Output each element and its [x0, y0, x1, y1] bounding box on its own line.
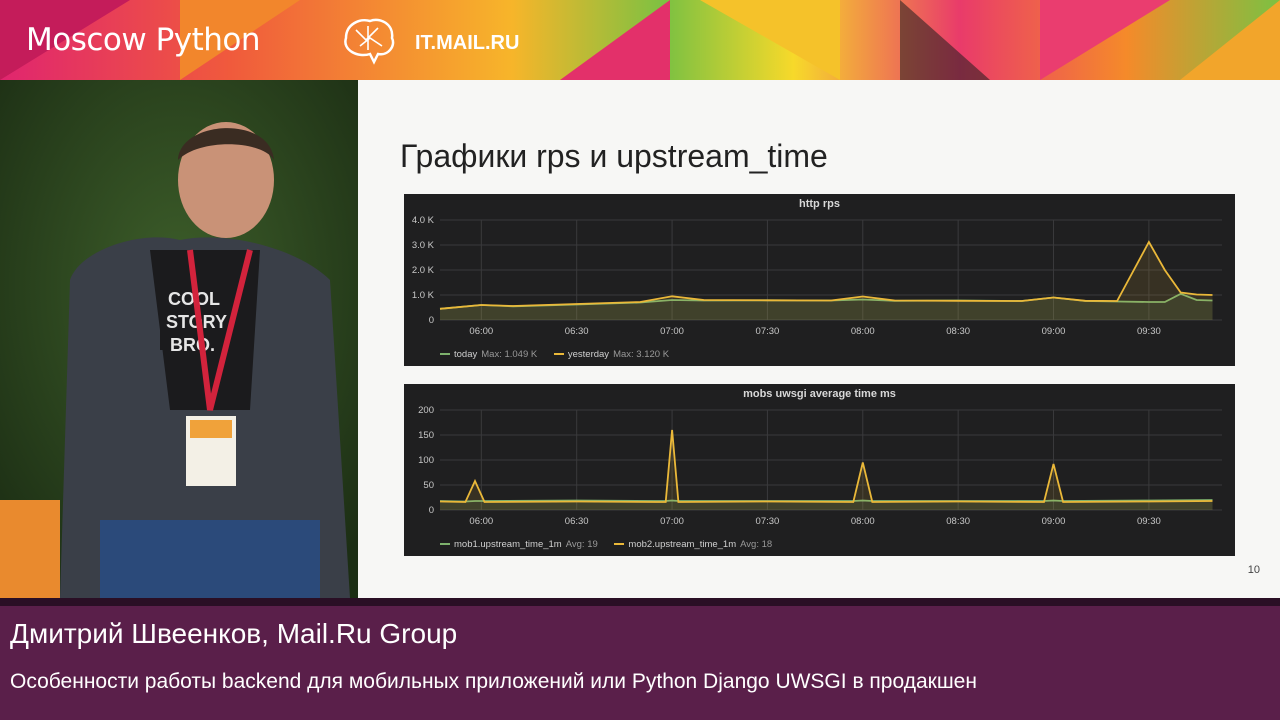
chart-legend: today Max: 1.049 K yesterday Max: 3.120 K: [440, 349, 683, 360]
x-tick-label: 07:30: [756, 326, 780, 337]
x-tick-label: 08:30: [946, 326, 970, 337]
legend-series-name: mob2.upstream_time_1m: [628, 539, 737, 550]
x-tick-label: 09:30: [1137, 516, 1161, 527]
x-tick-label: 06:30: [565, 516, 589, 527]
y-tick-label: 1.0 K: [412, 290, 435, 301]
x-tick-label: 08:00: [851, 516, 875, 527]
panel-title: http rps: [799, 198, 840, 210]
presentation-slide: Графики rps и upstream_time 0 1.0 K 2.0 K 3…: [358, 80, 1280, 598]
talk-title: Особенности работы backend для мобильных…: [10, 670, 977, 693]
legend-swatch: [614, 543, 625, 546]
legend-series-name: yesterday: [567, 349, 610, 360]
speaker-name: Дмитрий Швеенков, Mail.Ru Group: [10, 618, 458, 649]
y-tick-label: 0: [429, 505, 434, 516]
event-banner: Moscow Python IT.MAIL.RU: [0, 0, 1280, 80]
y-tick-label: 100: [418, 455, 434, 466]
chart-legend: mob1.upstream_time_1m Avg: 19 mob2.upstre…: [440, 539, 786, 550]
x-tick-label: 09:00: [1042, 516, 1066, 527]
series-area-1: [440, 430, 1213, 510]
legend-series-name: mob1.upstream_time_1m: [454, 539, 562, 550]
series-area-1: [440, 242, 1213, 320]
x-tick-label: 07:00: [660, 326, 684, 337]
legend-swatch: [440, 353, 450, 356]
y-tick-label: 150: [418, 430, 434, 441]
legend-stat: Max: 3.120 K: [613, 349, 670, 360]
legend-stat: Max: 1.049 K: [481, 349, 538, 360]
x-tick-label: 07:30: [756, 516, 780, 527]
slide-title: Графики rps и upstream_time: [400, 138, 828, 174]
series-line-1: [439, 240, 1213, 310]
sponsor-label: IT.MAIL.RU: [415, 32, 520, 54]
http-rps-panel: 0 1.0 K 2.0 K 3.0 K 4.0 K 06:00 06:30 07:00 07:3…: [404, 194, 1235, 366]
x-tick-label: 07:00: [660, 516, 684, 527]
y-tick-label: 50: [423, 480, 434, 491]
y-tick-label: 3.0 K: [412, 240, 435, 251]
legend-stat: Avg: 18: [740, 539, 773, 550]
series-line-1: [439, 429, 1213, 503]
x-tick-label: 06:00: [469, 326, 493, 337]
uwsgi-time-panel: 0 50 100 150 200 06:00 06:30 07:00 07:30 08:00 08:…: [404, 384, 1235, 556]
http-rps-chart: 0 1.0 K 2.0 K 3.0 K 4.0 K 06:00 06:30 07:00 07:3…: [412, 215, 1222, 337]
event-logo: Moscow Python: [26, 22, 261, 58]
x-tick-label: 09:30: [1137, 326, 1161, 337]
y-tick-label: 2.0 K: [412, 265, 435, 276]
legend-stat: Avg: 19: [565, 539, 598, 550]
legend-swatch: [440, 543, 450, 546]
slide-number: 10: [1247, 564, 1260, 576]
legend-series-name: today: [454, 349, 478, 360]
x-tick-label: 08:30: [946, 516, 970, 527]
panel-title: mobs uwsgi average time ms: [743, 388, 896, 400]
svg-text:BRO.: BRO.: [170, 335, 215, 355]
uwsgi-time-chart: 0 50 100 150 200 06:00 06:30 07:00 07:30 08:00 08:…: [418, 405, 1222, 527]
x-tick-label: 06:30: [565, 326, 589, 337]
y-tick-label: 4.0 K: [412, 215, 435, 226]
lower-third-caption: Дмитрий Швеенков, Mail.Ru Group Особенно…: [0, 598, 1280, 720]
x-tick-label: 06:00: [469, 516, 493, 527]
series-area-0: [440, 293, 1213, 320]
brain-icon: [338, 16, 400, 71]
x-tick-label: 09:00: [1042, 326, 1066, 337]
x-tick-label: 08:00: [851, 326, 875, 337]
legend-swatch: [553, 353, 564, 356]
y-tick-label: 0: [429, 315, 434, 326]
speaker-video: COOL STORY BRO.: [0, 80, 358, 598]
y-tick-label: 200: [418, 405, 434, 416]
